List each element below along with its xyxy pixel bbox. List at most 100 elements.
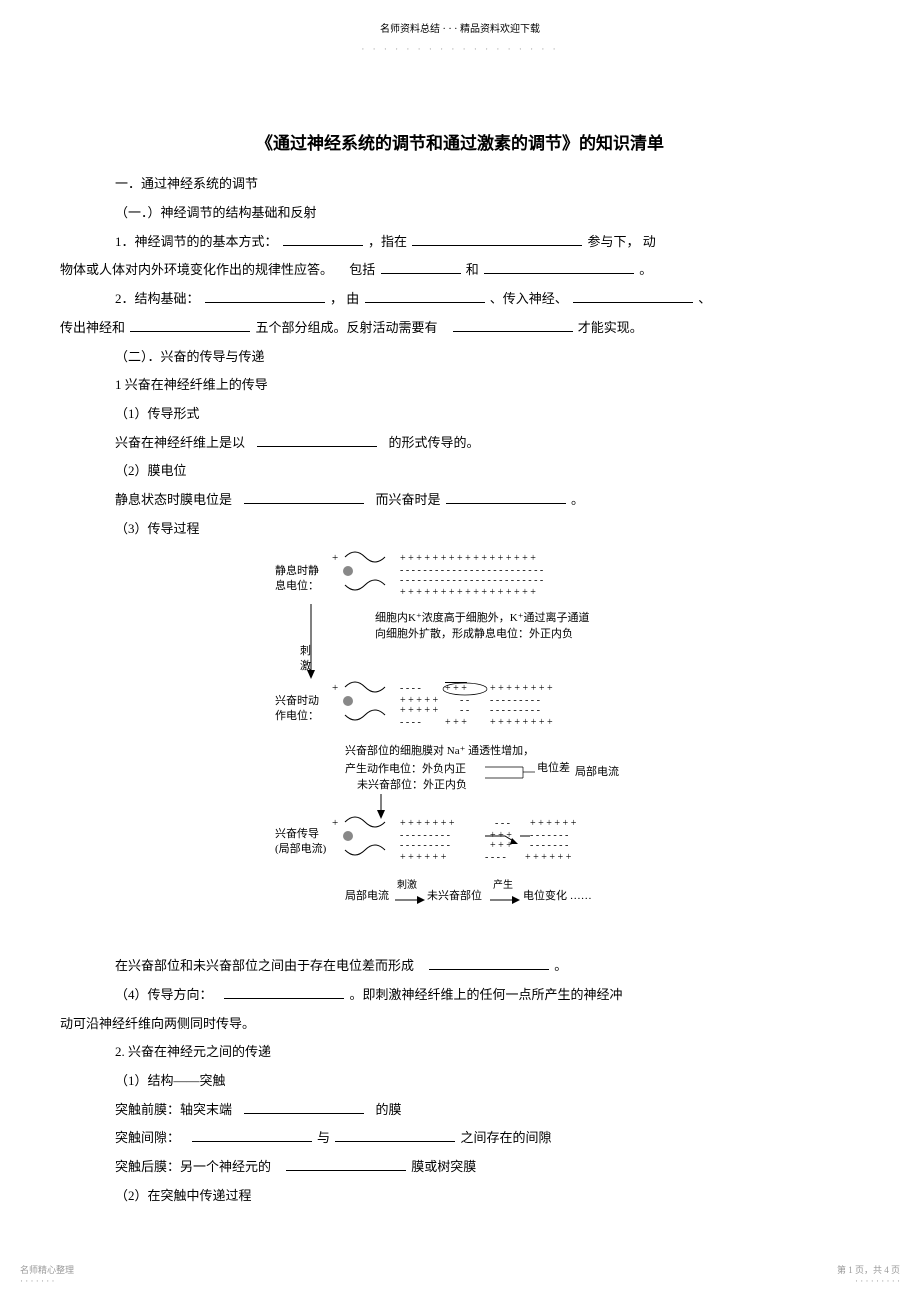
svg-text:- - - - - - - - -: - - - - - - - - -	[490, 705, 540, 716]
text: 。	[554, 958, 567, 973]
arrow-down-icon	[305, 604, 317, 679]
diag-text-2: 兴奋部位的细胞膜对 Na⁺ 通透性增加，	[345, 744, 534, 759]
membrane-action-icon: + - - - - + + + + + + + + + + + + + + + …	[330, 679, 630, 729]
diag-text-7: 电位变化 ……	[523, 889, 592, 904]
text: 五个部分组成。反射活动需要有	[256, 320, 438, 335]
blank	[130, 319, 250, 332]
para-s2-7: 突触后膜：另一个神经元的 膜或树突膜	[115, 1155, 860, 1180]
svg-text:+ + + + + +: + + + + + +	[530, 818, 577, 829]
diag-label-local: 兴奋传导(局部电流)	[275, 827, 326, 856]
svg-text:+: +	[332, 817, 338, 829]
membrane-local-icon: + + + + + + + + - - - + + + + + + - - - - …	[330, 814, 630, 864]
svg-text:- - - -: - - - -	[400, 717, 421, 728]
svg-text:- - - -: - - - -	[400, 683, 421, 694]
text: 才能实现。	[578, 320, 643, 335]
diag-text-3c: 局部电流	[575, 765, 619, 780]
diag-text-4: 未兴奋部位：外正内负	[357, 778, 467, 793]
text: ， 由	[330, 291, 359, 306]
diag-label-action: 兴奋时动作电位：	[275, 694, 319, 723]
blank	[257, 434, 377, 447]
document-title: 《通过神经系统的调节和通过激素的调节》的知识清单	[60, 128, 860, 160]
svg-text:- - - -: - - - -	[485, 852, 506, 863]
text: 2．结构基础：	[115, 291, 200, 306]
footer-right: 第 1 页，共 4 页 · · · · · · · · ·	[837, 1265, 900, 1288]
bracket-icon	[485, 762, 545, 782]
svg-text:- - -: - - -	[495, 818, 510, 829]
para-2: 2．结构基础： ， 由 、传入神经、 、	[115, 287, 860, 312]
footer-left-text: 名师精心整理	[20, 1265, 74, 1277]
footer-right-dots: · · · · · · · · ·	[837, 1276, 900, 1288]
svg-text:- - - - - - -: - - - - - - -	[530, 840, 568, 851]
blank	[365, 290, 485, 303]
para-s2-1: 在兴奋部位和未兴奋部位之间由于存在电位差而形成 。	[115, 954, 860, 979]
svg-text:+ + + + + + + +: + + + + + + + +	[490, 717, 553, 728]
para-6: （2）膜电位	[115, 459, 860, 484]
text: 、传入神经、	[490, 291, 568, 306]
blank	[429, 957, 549, 970]
text: 与	[317, 1130, 330, 1145]
svg-text:+ + +: + + +	[490, 840, 512, 851]
text: 。即刺激神经纤维上的任何一点所产生的神经冲	[350, 987, 623, 1002]
para-s2-5: 突触前膜：轴突末端 的膜	[115, 1098, 860, 1123]
footer-left: 名师精心整理 · · · · · · ·	[20, 1265, 74, 1288]
text: 在兴奋部位和未兴奋部位之间由于存在电位差而形成	[115, 958, 414, 973]
svg-text:+ + + + + +: + + + + + +	[525, 852, 572, 863]
svg-text:+: +	[332, 552, 338, 564]
svg-text:+ + + + + +: + + + + + +	[400, 852, 447, 863]
text: 和	[466, 262, 479, 277]
para-3: 1 兴奋在神经纤维上的传导	[115, 373, 860, 398]
svg-text:+ + + + +: + + + + +	[400, 705, 439, 716]
text: 突触前膜：轴突末端	[115, 1102, 232, 1117]
text: 包括	[349, 262, 375, 277]
svg-text:+ + + + + + + +: + + + + + + + +	[490, 683, 553, 694]
arrow-right-icon	[490, 894, 520, 906]
blank	[453, 319, 573, 332]
para-8: （3）传导过程	[115, 517, 860, 542]
para-2-cont: 传出神经和 五个部分组成。反射活动需要有 才能实现。	[60, 316, 860, 341]
header-dots: · · · · · · · · · · · · · · · · · ·	[60, 41, 860, 58]
svg-text:+ + +: + + +	[445, 717, 467, 728]
text: 物体或人体对内外环境变化作出的规律性应答。	[60, 262, 333, 277]
svg-text:+: +	[332, 682, 338, 694]
svg-text:+ + + + + + +: + + + + + + +	[400, 818, 455, 829]
para-s2-2: （4）传导方向： 。即刺激神经纤维上的任何一点所产生的神经冲	[115, 983, 860, 1008]
blank	[244, 491, 364, 504]
section-1b-heading: （二）．兴奋的传导与传递	[115, 345, 860, 370]
text: 的膜	[376, 1102, 402, 1117]
diag-text-3b: 电位差	[537, 761, 570, 776]
para-1: 1．神经调节的的基本方式： ，指在 参与下， 动	[115, 230, 860, 255]
svg-text:- -: - -	[460, 705, 469, 716]
blank	[224, 986, 344, 999]
svg-text:+ + + + + + + + + + + + + + +: + + + + + + + + + + + + + + + + +	[400, 587, 536, 598]
para-s2-2-cont: 动可沿神经纤维向两侧同时传导。	[60, 1012, 860, 1037]
text: 。	[639, 262, 652, 277]
text: 。	[571, 492, 584, 507]
para-s2-4: （1）结构——突触	[115, 1069, 860, 1094]
blank	[283, 233, 363, 246]
blank	[192, 1129, 312, 1142]
text: 传出神经和	[60, 320, 125, 335]
footer-left-dots: · · · · · · ·	[20, 1276, 74, 1288]
diag-text-1: 细胞内K⁺浓度高于细胞外，K⁺通过离子通道向细胞外扩散，形成静息电位：外正内负	[375, 611, 635, 642]
svg-text:- - - - - - - - -: - - - - - - - - -	[400, 840, 450, 851]
diag-text-5: 局部电流	[345, 889, 389, 904]
text: 参与下， 动	[588, 234, 656, 249]
arrow-right-icon	[395, 894, 425, 906]
header-top-text: 名师资料总结 · · · 精品资料欢迎下载	[60, 20, 860, 39]
text: 的形式传导的。	[389, 435, 480, 450]
text: 而兴奋时是	[376, 492, 441, 507]
text: 膜或树突膜	[411, 1159, 476, 1174]
para-7: 静息状态时膜电位是 而兴奋时是 。	[115, 488, 860, 513]
section-1a-heading: （一．）神经调节的结构基础和反射	[115, 201, 860, 226]
text: （4）传导方向：	[115, 987, 213, 1002]
blank	[205, 290, 325, 303]
text: 兴奋在神经纤维上是以	[115, 435, 245, 450]
diag-text-6: 未兴奋部位	[427, 889, 482, 904]
blank	[381, 261, 461, 274]
text: 突触间隙：	[115, 1130, 180, 1145]
diag-label-resting: 静息时静息电位：	[275, 564, 319, 593]
para-5: 兴奋在神经纤维上是以 的形式传导的。	[115, 431, 860, 456]
blank	[484, 261, 634, 274]
text: 静息状态时膜电位是	[115, 492, 232, 507]
para-s2-6: 突触间隙： 与 之间存在的间隙	[115, 1126, 860, 1151]
